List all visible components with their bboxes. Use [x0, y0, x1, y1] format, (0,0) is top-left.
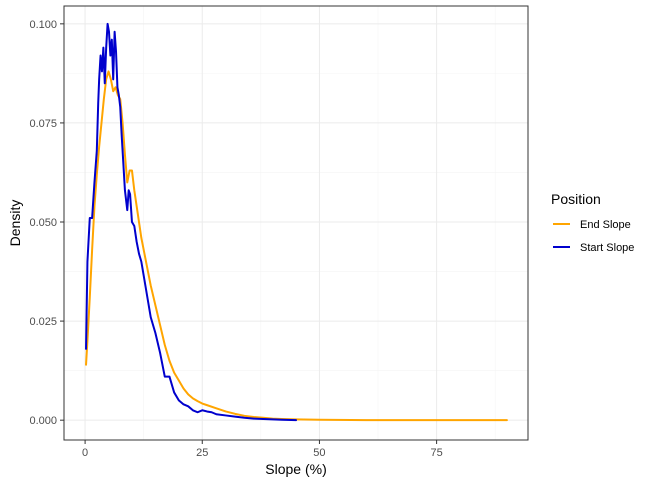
y-tick-label: 0.100: [29, 19, 57, 31]
x-tick-label: 0: [82, 447, 88, 459]
x-axis-title: Slope (%): [265, 461, 326, 477]
y-tick-label: 0.075: [29, 118, 57, 130]
y-tick-label: 0.050: [29, 217, 57, 229]
y-axis: 0.000 0.025 0.050 0.075 0.100: [29, 19, 64, 427]
series-layer: [85, 22, 508, 422]
x-tick-label: 75: [430, 447, 442, 459]
legend-title: Position: [551, 191, 601, 207]
x-tick-label: 25: [196, 447, 208, 459]
y-axis-title: Density: [7, 200, 23, 247]
series-line-start-slope: [85, 22, 297, 422]
x-tick-label: 50: [313, 447, 325, 459]
panel-border: [63, 5, 529, 441]
y-tick-label: 0.025: [29, 316, 57, 328]
y-tick-label: 0.000: [29, 415, 57, 427]
legend-label-end-slope: End Slope: [580, 219, 631, 231]
series-line-end-slope: [85, 70, 508, 422]
legend: Position End Slope Start Slope: [551, 191, 634, 254]
minor-gridlines: [64, 6, 528, 440]
legend-label-start-slope: Start Slope: [580, 242, 634, 254]
x-axis: 0 25 50 75: [82, 440, 443, 459]
